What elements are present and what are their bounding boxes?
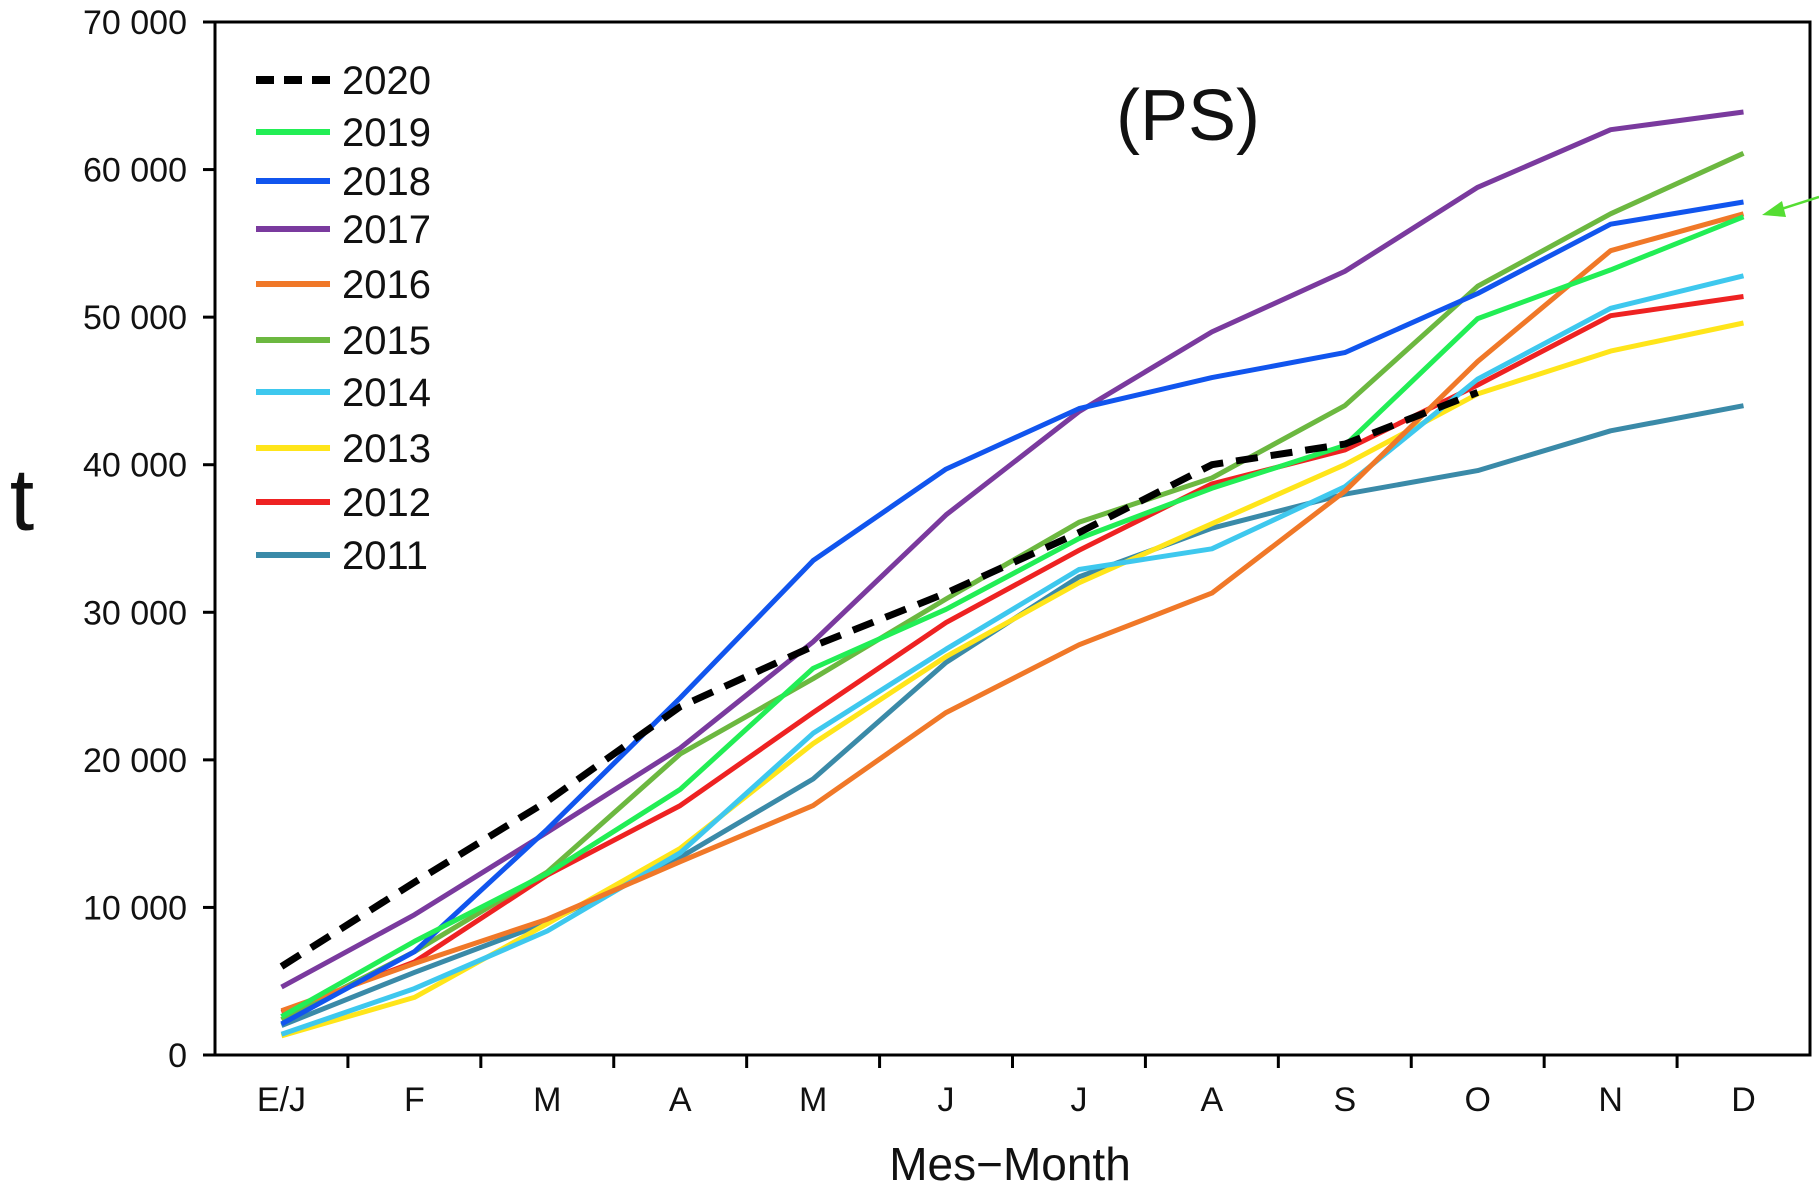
x-tick-label: S — [1333, 1081, 1356, 1119]
legend-label: 2011 — [342, 534, 428, 578]
pointer-arrow-icon — [1762, 195, 1819, 217]
x-axis-title: Mes−Month — [889, 1138, 1131, 1189]
y-tick-label: 70 000 — [83, 4, 187, 42]
x-tick-label: O — [1464, 1081, 1490, 1119]
y-tick-label: 50 000 — [83, 299, 187, 337]
x-tick-label: A — [669, 1081, 692, 1119]
x-tick-label: M — [533, 1081, 561, 1119]
series-line-2014 — [280, 273, 1745, 1037]
y-axis: 0 10 000 20 000 30 000 40 000 50 000 60 000 70 … — [83, 4, 215, 1075]
legend-label: 2012 — [342, 481, 431, 525]
y-tick-label: 60 000 — [83, 152, 187, 190]
panel-label: (PS) — [1116, 76, 1260, 156]
legend-label: 2019 — [342, 111, 431, 155]
x-tick-label: E/J — [257, 1081, 306, 1119]
y-tick-label: 20 000 — [83, 742, 187, 780]
y-tick-label: 30 000 — [83, 594, 187, 632]
legend-label: 2016 — [342, 263, 431, 307]
x-tick-label: D — [1731, 1081, 1756, 1119]
legend-label: 2015 — [342, 319, 431, 363]
x-axis: E/J F M A M J J A S O N D — [257, 1055, 1756, 1119]
plot-frame — [213, 20, 1812, 1057]
series-line-2017 — [280, 109, 1744, 990]
legend-label: 2018 — [342, 160, 431, 204]
y-tick-label: 40 000 — [83, 447, 187, 485]
series-line-2012 — [280, 294, 1744, 1015]
legend-label: 2017 — [342, 208, 431, 252]
series-line-2020 — [279, 389, 1479, 970]
series-line-2013 — [280, 320, 1745, 1039]
y-axis-title: t — [10, 450, 34, 549]
series-line-2018 — [280, 199, 1744, 1027]
series-line-2019 — [280, 214, 1745, 1019]
y-tick-label: 0 — [168, 1037, 187, 1075]
x-tick-label: N — [1598, 1081, 1623, 1119]
legend-label: 2020 — [342, 59, 431, 103]
series-lines — [279, 109, 1745, 1039]
x-tick-label: J — [938, 1081, 955, 1119]
x-tick-label: F — [404, 1081, 425, 1119]
legend-label: 2014 — [342, 371, 431, 415]
y-tick-label: 10 000 — [83, 889, 187, 927]
x-tick-label: A — [1201, 1081, 1224, 1119]
x-tick-label: J — [1070, 1081, 1087, 1119]
series-line-2016 — [280, 211, 1745, 1014]
x-tick-label: M — [799, 1081, 827, 1119]
legend-label: 2013 — [342, 427, 431, 471]
